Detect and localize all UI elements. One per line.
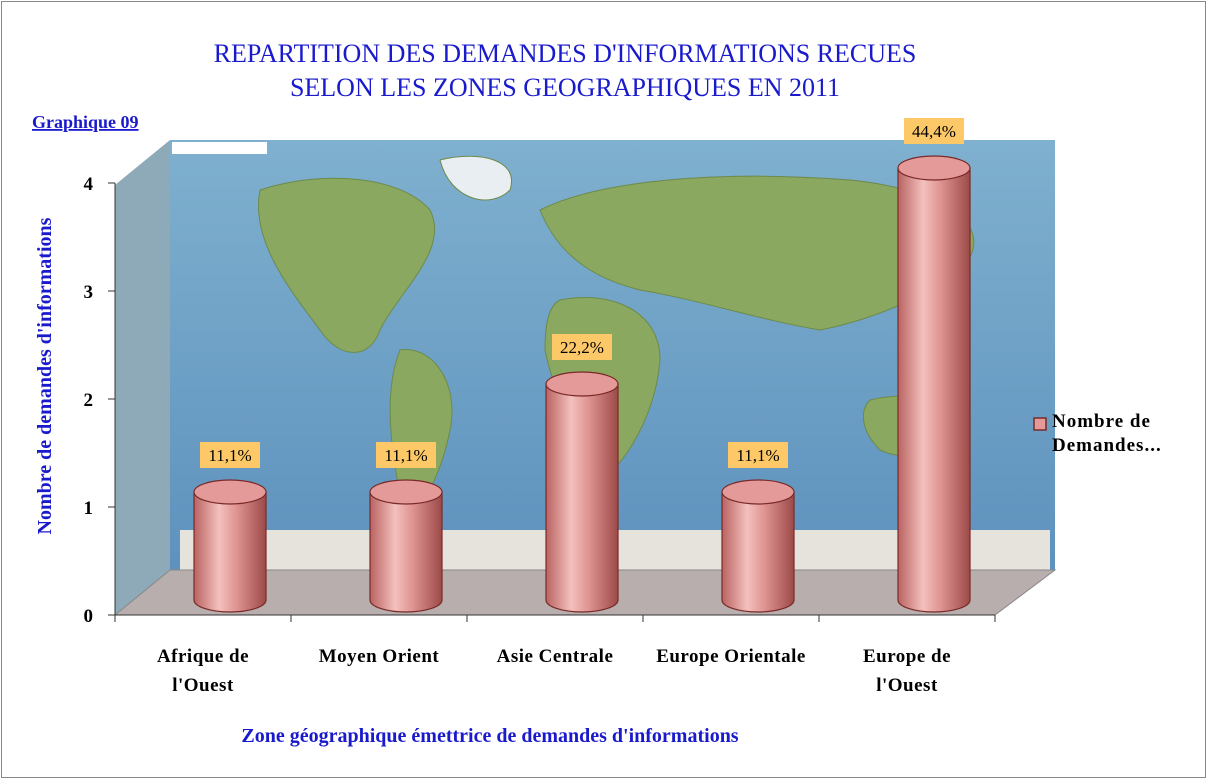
bar xyxy=(369,491,443,613)
x-axis-title: Zone géographique émettrice de demandes … xyxy=(241,725,739,747)
x-tick-label: Europe de l'Ouest xyxy=(862,646,952,696)
bar xyxy=(545,383,619,613)
value-label-box xyxy=(552,334,612,360)
bar xyxy=(721,491,795,613)
x-tick-label: Europe Orientale xyxy=(656,646,806,667)
y-tick-label: 0 xyxy=(84,606,94,627)
value-label: 11,1% xyxy=(208,446,251,465)
bar-top xyxy=(193,479,267,505)
legend-swatch xyxy=(1033,417,1047,431)
map-caption-box xyxy=(172,142,267,154)
value-label: 22,2% xyxy=(560,338,604,357)
y-tick-label: 2 xyxy=(84,390,94,411)
bar-top xyxy=(545,371,619,397)
value-label: 11,1% xyxy=(736,446,779,465)
chart-title: REPARTITION DES DEMANDES D'INFORMATIONS … xyxy=(214,39,917,68)
bar xyxy=(897,167,971,613)
y-tick-label: 1 xyxy=(84,498,94,519)
x-tick-label: Moyen Orient xyxy=(318,646,440,667)
chart-subtitle: Graphique 09 xyxy=(32,112,139,132)
side-wall xyxy=(115,140,170,615)
y-tick-label: 4 xyxy=(84,174,94,195)
bar-top xyxy=(721,479,795,505)
value-label-box xyxy=(376,442,436,468)
value-label: 11,1% xyxy=(384,446,427,465)
bar-top xyxy=(897,155,971,181)
value-label-box xyxy=(200,442,260,468)
value-label-box xyxy=(904,118,964,144)
chart-title: SELON LES ZONES GEOGRAPHIQUES EN 2011 xyxy=(290,73,840,102)
bar-top xyxy=(369,479,443,505)
value-label-box xyxy=(728,442,788,468)
legend-label: Nombre de Demandes... xyxy=(1052,411,1162,456)
x-tick-label: Asie Centrale xyxy=(496,646,614,667)
value-label: 44,4% xyxy=(912,122,956,141)
y-axis-title: Nombre de demandes d'informations xyxy=(34,217,56,535)
bar xyxy=(193,491,267,613)
y-tick-label: 3 xyxy=(84,282,94,303)
x-tick-label: Afrique de l'Ouest xyxy=(156,646,250,696)
